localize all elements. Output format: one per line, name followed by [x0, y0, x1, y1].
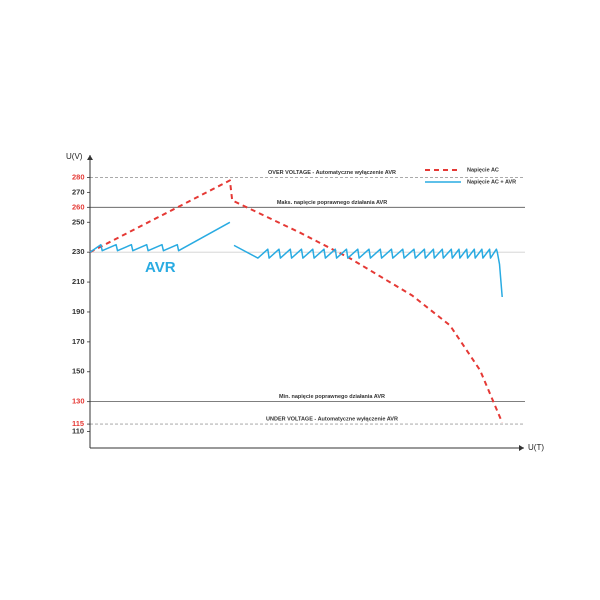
y-axis-label: U(V) — [66, 152, 83, 161]
y-tick-label: 250 — [72, 217, 85, 226]
y-tick-label: 270 — [72, 187, 85, 196]
y-tick-label: 230 — [72, 247, 85, 256]
annotation: AVR — [145, 259, 176, 276]
y-tick-label: 280 — [72, 172, 85, 181]
y-tick-label: 110 — [72, 427, 84, 436]
legend-label: Napięcie AC + AVR — [467, 179, 516, 185]
series-line — [89, 221, 503, 298]
y-axis-arrow — [87, 155, 93, 160]
y-tick-label: 190 — [72, 307, 85, 316]
reference-label: Maks. napięcie poprawnego działania AVR — [277, 200, 387, 206]
series-line — [89, 179, 504, 423]
y-tick-label: 130 — [72, 397, 85, 406]
reference-label: Min. napięcie poprawnego działania AVR — [279, 394, 385, 400]
legend-label: Napięcie AC — [467, 167, 499, 173]
reference-label: UNDER VOLTAGE - Automatyczne wyłączenie … — [266, 417, 398, 423]
reference-label: OVER VOLTAGE - Automatyczne wyłączenie A… — [268, 170, 396, 176]
x-axis-arrow — [519, 445, 524, 451]
y-tick-label: 260 — [72, 202, 85, 211]
y-tick-label: 115 — [72, 419, 84, 428]
y-tick-label: 210 — [72, 277, 85, 286]
y-tick-label: 170 — [72, 337, 85, 346]
y-tick-label: 150 — [72, 367, 85, 376]
x-axis-label: U(T) — [528, 443, 544, 452]
